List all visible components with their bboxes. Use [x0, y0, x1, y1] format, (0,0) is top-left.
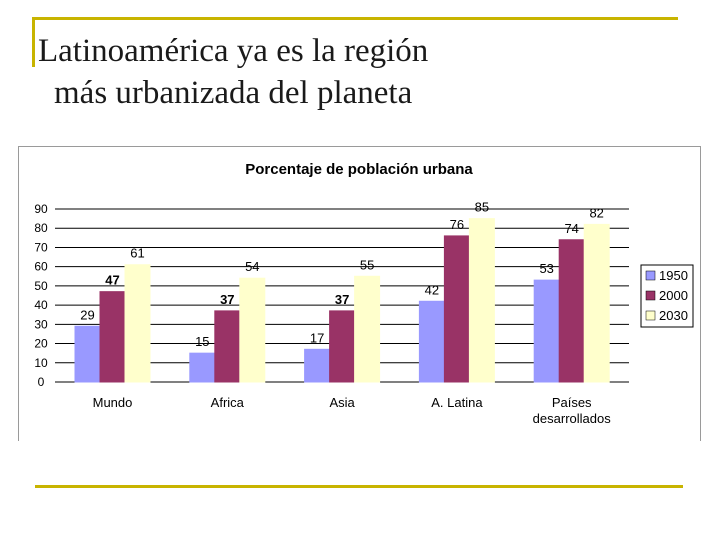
bottom-rule: [35, 485, 683, 488]
legend-label: 2000: [659, 288, 688, 303]
chart-title: Porcentaje de población urbana: [245, 161, 473, 178]
y-tick-label: 60: [34, 260, 48, 274]
top-rule-vertical: [32, 17, 35, 67]
bar: [354, 275, 381, 383]
data-label: 15: [195, 334, 209, 349]
chart-area: Porcentaje de población urbana 0 10 20 30 40 5…: [18, 146, 701, 441]
bar: [189, 352, 216, 383]
x-tick-label: Países: [552, 395, 592, 410]
slide-title-line-2: más urbanizada del planeta: [54, 75, 413, 111]
bar: [583, 223, 610, 383]
bar: [468, 218, 495, 383]
data-label: 53: [539, 261, 553, 276]
data-label: 17: [310, 330, 324, 345]
data-label: 37: [220, 292, 234, 307]
bar: [533, 279, 560, 383]
y-tick-label: 80: [34, 221, 48, 235]
y-tick-label: 30: [34, 317, 48, 331]
bar: [418, 300, 445, 383]
legend-label: 2030: [659, 308, 688, 323]
data-label: 61: [130, 246, 144, 261]
data-label: 85: [475, 200, 489, 215]
x-tick-label: A. Latina: [431, 395, 483, 410]
bar: [214, 310, 241, 383]
y-tick-label: 90: [34, 202, 48, 216]
x-tick-label: Africa: [211, 395, 245, 410]
x-tick-label: Mundo: [93, 395, 133, 410]
legend-swatch: [645, 310, 656, 321]
bar: [443, 235, 470, 383]
data-label: 76: [450, 217, 464, 232]
legend-swatch: [645, 270, 656, 281]
data-label: 55: [360, 257, 374, 272]
top-rule-horizontal: [32, 17, 678, 20]
data-label: 54: [245, 259, 259, 274]
y-tick-label: 10: [34, 356, 48, 370]
data-label: 42: [425, 282, 439, 297]
y-tick-label: 40: [34, 298, 48, 312]
bar-chart: Porcentaje de población urbana0102030405…: [34, 161, 694, 426]
legend-swatch: [645, 290, 656, 301]
bar: [74, 325, 101, 383]
data-label: 47: [105, 273, 119, 288]
x-tick-label: desarrollados: [533, 411, 612, 426]
bar: [99, 291, 126, 383]
bar: [329, 310, 356, 383]
y-tick-label: 0: [38, 375, 45, 389]
slide-title: Latinoamérica ya es la región más urbani…: [38, 30, 638, 114]
data-label: 37: [335, 292, 349, 307]
bar: [124, 264, 151, 383]
slide-title-line-1: Latinoamérica ya es la región: [38, 33, 429, 69]
bar: [558, 239, 585, 383]
y-tick-label: 50: [34, 279, 48, 293]
data-label: 74: [564, 221, 578, 236]
x-tick-label: Asia: [329, 395, 355, 410]
legend-label: 1950: [659, 268, 688, 283]
bar: [239, 277, 266, 383]
y-tick-label: 70: [34, 240, 48, 254]
data-label: 29: [80, 307, 94, 322]
y-tick-label: 20: [34, 337, 48, 351]
data-label: 82: [589, 205, 603, 220]
bar: [304, 348, 331, 383]
